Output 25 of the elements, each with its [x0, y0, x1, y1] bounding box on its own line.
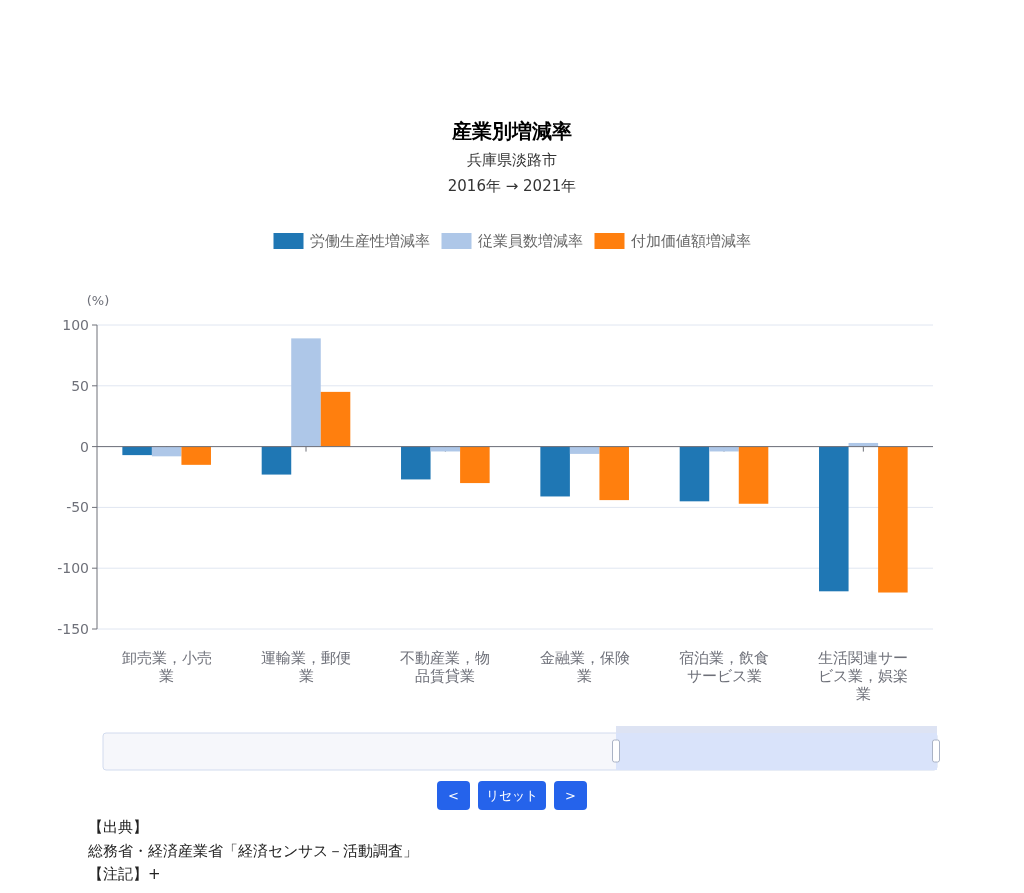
chart-subtitle: 兵庫県淡路市 2016年 → 2021年	[447, 151, 577, 195]
y-tick-label: 0	[80, 438, 89, 455]
x-tick-label: 不動産業，物品賃貸業	[400, 649, 491, 685]
x-tick-label: 宿泊業，飲食サービス業	[679, 649, 769, 685]
chart-title: 産業別増減率	[451, 119, 572, 143]
x-tick-label: 卸売業，小売業	[121, 649, 212, 685]
x-tick-label: 運輸業，郵便業	[261, 649, 351, 685]
button: >	[554, 781, 587, 810]
text: 【注記】+	[88, 865, 161, 883]
y-tick-label: 100	[62, 317, 89, 333]
y-tick-label: -100	[57, 560, 89, 577]
x-tick-label: 生活関連サービス業，娯楽業	[818, 649, 909, 703]
y-tick-label: -50	[66, 499, 89, 516]
legend-label: 従業員数増減率	[477, 232, 583, 250]
button: リセット	[478, 781, 546, 810]
text: 【出典】	[88, 818, 148, 836]
y-axis-title: (%)	[86, 292, 110, 308]
legend-label: 付加価値額増減率	[629, 232, 751, 250]
y-tick-label: -150	[57, 621, 89, 637]
legend-label: 労働生産性増減率	[309, 232, 430, 250]
button: <	[437, 781, 470, 810]
x-tick-label: 金融業，保険業	[539, 649, 630, 685]
y-tick-label: 50	[71, 377, 89, 394]
text: 総務省・経済産業省「経済センサス－活動調査」	[87, 841, 418, 860]
legend: 労働生産性増減率 従業員数増減率 付加価値額増減率	[273, 232, 751, 250]
